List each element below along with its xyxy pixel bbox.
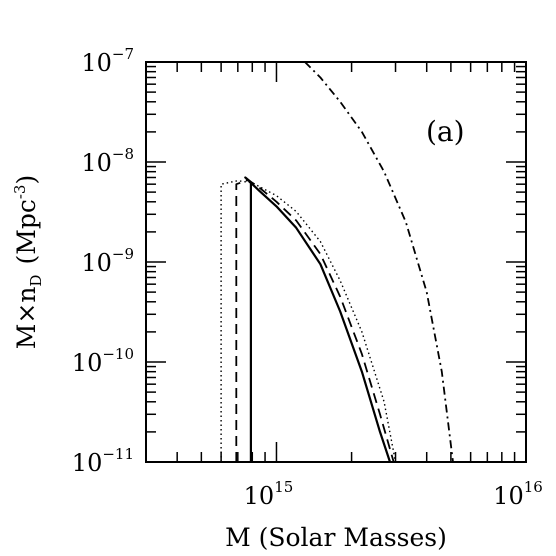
svg-text:M×nD(Mpc-3): M×nD (Mpc-3) (11, 175, 45, 349)
series-line-dotted (220, 179, 397, 463)
y-label-unit-exponent: -3 (11, 185, 29, 200)
tick-labels: 10−7 10−8 10−9 10−10 10−11 1015 1016 (72, 45, 543, 510)
y-label-unit: (Mpc (12, 199, 41, 264)
y-label-close: ) (12, 175, 41, 185)
series-line-dashed (235, 179, 395, 463)
x-tick-label: 1015 (244, 478, 294, 510)
y-tick-label: 10−9 (81, 245, 134, 277)
y-label-main: M×n (12, 287, 41, 350)
panel-label: (a) (426, 115, 465, 148)
y-tick-label: 10−7 (81, 45, 134, 77)
axis-ticks (145, 61, 527, 463)
y-tick-label: 10−11 (72, 445, 134, 477)
y-tick-label: 10−8 (81, 145, 134, 177)
y-axis-label: M×nD (Mpc-3) (11, 175, 45, 349)
x-tick-label: 1016 (493, 478, 543, 510)
y-label-subscript: D (27, 275, 45, 287)
y-tick-label: 10−10 (72, 345, 134, 377)
series-group (220, 61, 454, 463)
plot-frame (145, 61, 527, 463)
x-axis-label: M (Solar Masses) (225, 523, 447, 552)
series-line-solid (244, 176, 392, 463)
